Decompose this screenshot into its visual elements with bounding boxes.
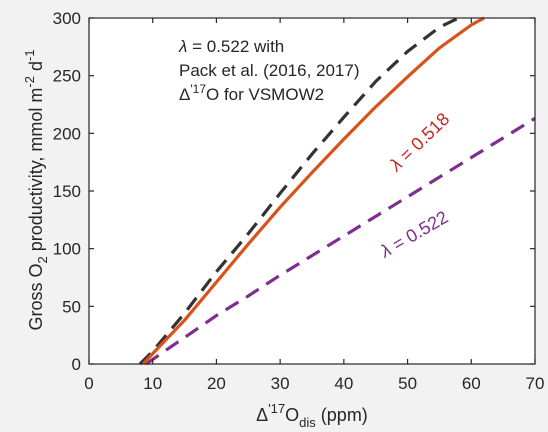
y-tick-label: 300 xyxy=(53,9,81,28)
x-tick-label: 60 xyxy=(462,374,481,393)
annotation-delta: Δ xyxy=(179,85,190,104)
annotation-line-1-text: = 0.522 with xyxy=(187,37,284,56)
y-label-part2: productivity, mmol m xyxy=(26,88,46,257)
y-tick-label: 250 xyxy=(53,67,81,86)
annotation-line-3-text: O for VSMOW2 xyxy=(206,85,324,104)
annotation-lambda: λ xyxy=(178,37,187,56)
x-label-units: (ppm) xyxy=(316,405,368,425)
x-tick-label: 20 xyxy=(207,374,226,393)
series-line-vsmow2 xyxy=(138,16,460,366)
y-tick-label: 150 xyxy=(53,182,81,201)
y-label-sup1: -2 xyxy=(22,76,37,88)
x-tick-label: 70 xyxy=(526,374,545,393)
x-tick-label: 50 xyxy=(398,374,417,393)
y-tick-label: 50 xyxy=(62,297,81,316)
tick-layer: 0 10 20 30 40 50 60 70 0 50 100 150 200 250 300 xyxy=(53,9,545,393)
x-tick-label: 40 xyxy=(334,374,353,393)
x-tick-label: 30 xyxy=(271,374,290,393)
y-label-sub: 2 xyxy=(35,256,50,263)
annotation-sup: '17 xyxy=(190,82,206,96)
x-label-sup: '17 xyxy=(268,401,285,416)
x-tick-label: 0 xyxy=(84,374,93,393)
y-tick-label: 100 xyxy=(53,240,81,259)
annotation-line-3: Δ'17O for VSMOW2 xyxy=(179,82,324,104)
y-label-part3: d xyxy=(26,61,46,76)
x-label-o: O xyxy=(285,405,299,425)
series-line-0518 xyxy=(141,16,485,366)
annotation-line-1: λ = 0.522 with xyxy=(178,37,284,56)
y-label-sup2: -1 xyxy=(22,49,37,61)
series-layer xyxy=(138,16,536,366)
y-tick-label: 0 xyxy=(72,355,81,374)
y-tick-label: 200 xyxy=(53,124,81,143)
x-tick-label: 10 xyxy=(143,374,162,393)
y-label-part1: Gross O xyxy=(26,264,46,331)
annotation-line-2: Pack et al. (2016, 2017) xyxy=(179,61,360,80)
series-line-0522 xyxy=(145,116,536,366)
x-label-delta: Δ xyxy=(256,405,268,425)
y-axis-label: Gross O2 productivity, mmol m-2 d-1 xyxy=(22,49,50,330)
plot-area xyxy=(89,18,535,364)
x-axis-label: Δ'17Odis (ppm) xyxy=(256,401,368,430)
x-label-sub: dis xyxy=(299,415,316,430)
